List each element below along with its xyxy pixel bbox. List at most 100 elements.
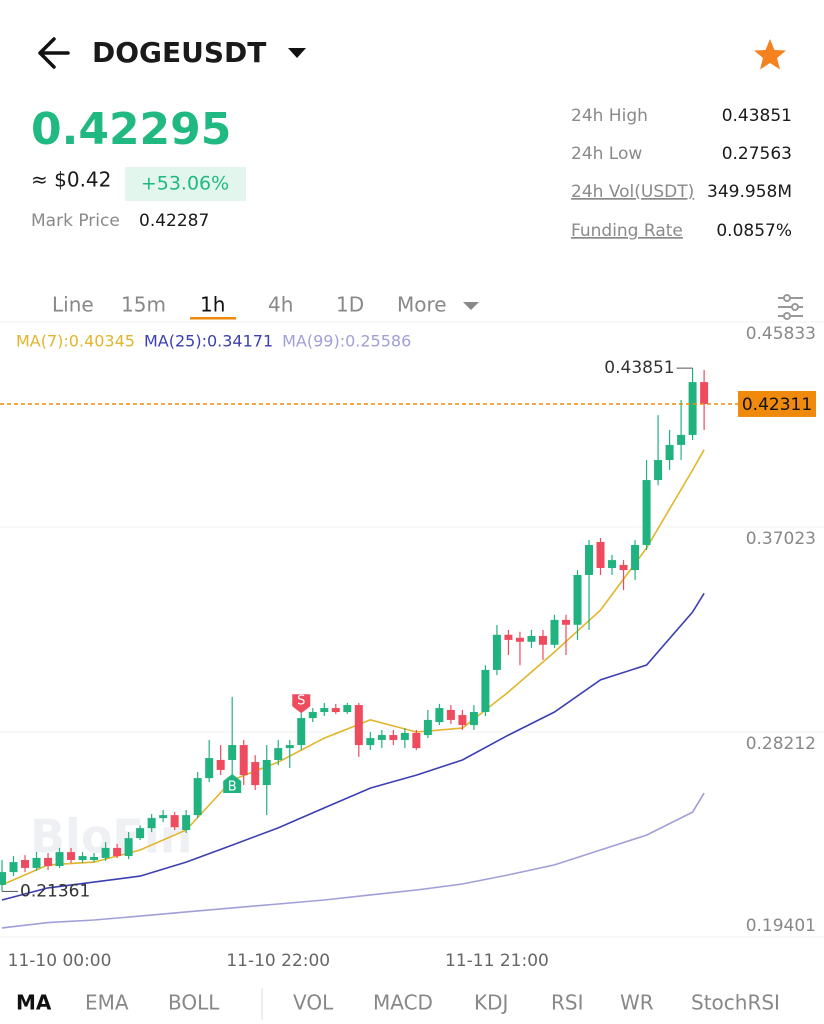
candle-body <box>423 719 432 736</box>
candle-body <box>331 708 340 713</box>
y-tick-label: 0.37023 <box>746 529 816 549</box>
candle-body <box>216 759 225 770</box>
stat-value: 0.0857% <box>716 221 792 241</box>
candle-body <box>458 715 467 726</box>
candle-body <box>596 541 605 569</box>
candle-body <box>561 619 570 625</box>
favorite-star[interactable] <box>754 39 786 70</box>
legend-entry: MA(99):0.25586 <box>282 332 411 351</box>
stat-label: 24h Low <box>571 144 642 164</box>
more-dropdown[interactable] <box>463 302 479 310</box>
indicator-tab[interactable]: MACD <box>373 991 433 1015</box>
usd-price: ≈ $0.42 <box>31 168 111 192</box>
candle-body <box>515 637 524 642</box>
candle-body <box>354 705 363 746</box>
candle-body <box>631 544 640 571</box>
low-label: 0.21361 <box>20 881 90 901</box>
candle-body <box>113 847 122 857</box>
candle-body <box>642 480 651 545</box>
candle-body <box>469 712 478 726</box>
candle-body <box>435 708 444 723</box>
candle-body <box>182 815 191 830</box>
indicator-tab[interactable]: EMA <box>85 991 129 1015</box>
candle-body <box>0 872 6 885</box>
candle-body <box>677 434 686 445</box>
y-tick-label: 0.19401 <box>746 916 816 936</box>
candle-body <box>90 856 99 861</box>
legend-entry: MA(25):0.34171 <box>144 332 273 351</box>
interval-tab[interactable]: More <box>397 293 447 317</box>
indicator-tab[interactable]: RSI <box>551 991 584 1015</box>
candle-body <box>78 856 87 861</box>
candle-body <box>55 852 64 867</box>
interval-tab[interactable]: Line <box>52 293 94 317</box>
candle-body <box>366 738 375 746</box>
symbol[interactable]: DOGEUSDT <box>92 36 266 69</box>
indicator-tab[interactable]: KDJ <box>474 991 508 1015</box>
candle-body <box>228 745 237 760</box>
back-button[interactable] <box>38 37 70 69</box>
chart-settings[interactable] <box>778 294 803 320</box>
x-tick-label: 11-10 00:00 <box>8 951 112 971</box>
candle-body <box>285 745 294 749</box>
candle-body <box>550 619 559 645</box>
candle-body <box>446 709 455 720</box>
stat-label: Funding Rate <box>571 221 683 241</box>
last-price-box <box>738 390 816 417</box>
indicator-tab[interactable]: WR <box>620 991 654 1015</box>
change-percent: +53.06% <box>141 173 229 195</box>
mark-price-label: Mark Price <box>31 211 120 231</box>
interval-tab[interactable]: 1D <box>336 293 364 317</box>
candle-body <box>377 735 386 740</box>
stat-value: 0.27563 <box>722 144 792 164</box>
interval-tab[interactable]: 4h <box>268 293 293 317</box>
candle-body <box>274 748 283 760</box>
candle-body <box>124 838 133 857</box>
legend-entry: MA(7):0.40345 <box>16 332 135 351</box>
candle-body <box>9 862 18 873</box>
trade-marker <box>292 694 311 714</box>
candle-body <box>688 382 697 435</box>
candle-body <box>700 382 709 404</box>
indicator-tab[interactable]: BOLL <box>168 991 220 1015</box>
candle-body <box>297 718 306 746</box>
indicator-tab[interactable]: VOL <box>293 991 334 1015</box>
candle-body <box>389 735 398 740</box>
interval-tab[interactable]: 1h <box>200 293 225 317</box>
candle-body <box>101 847 110 858</box>
candle-body <box>481 669 490 713</box>
candle-body <box>308 712 317 719</box>
symbol-dropdown[interactable] <box>288 48 306 58</box>
interval-tab[interactable]: 15m <box>121 293 166 317</box>
candle-body <box>665 444 674 461</box>
candle-body <box>170 815 179 828</box>
watermark: BloFin <box>30 810 192 864</box>
candle-body <box>21 860 30 868</box>
x-tick-label: 11-10 22:00 <box>226 951 330 971</box>
y-tick-label: 0.28212 <box>746 734 816 754</box>
x-tick-label: 11-11 21:00 <box>445 951 549 971</box>
candle-body <box>147 818 156 829</box>
indicator-tab[interactable]: MA <box>16 991 52 1015</box>
candle-body <box>654 460 663 481</box>
candle-body <box>239 745 248 776</box>
high-label: 0.43851 <box>604 358 674 378</box>
candle-body <box>205 758 214 779</box>
candle-body <box>44 857 53 867</box>
candle-body <box>262 759 271 786</box>
y-tick-label: 0.45833 <box>746 324 816 344</box>
candle-body <box>492 634 501 670</box>
last-price-label: 0.42311 <box>742 395 812 415</box>
mark-price: 0.42287 <box>139 211 209 231</box>
last-price: 0.42295 <box>31 104 231 155</box>
trade-marker <box>223 773 242 793</box>
indicator-tab[interactable]: StochRSI <box>691 991 780 1015</box>
candle-body <box>527 635 536 642</box>
candle-body <box>412 732 421 749</box>
candle-body <box>193 778 202 816</box>
candle-body <box>608 560 617 569</box>
stat-value: 0.43851 <box>722 106 792 126</box>
candle-body <box>251 762 260 786</box>
